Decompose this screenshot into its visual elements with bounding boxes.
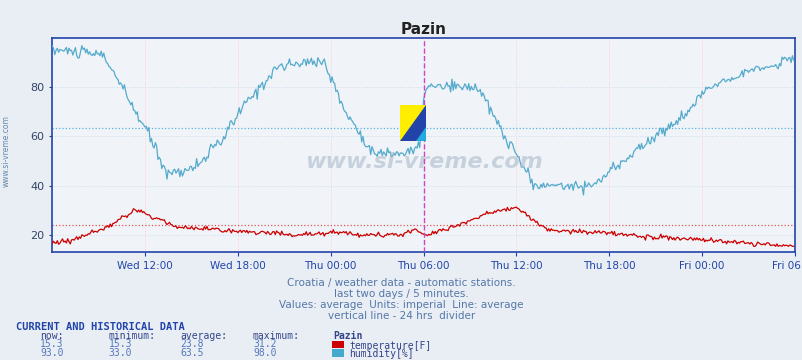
Text: last two days / 5 minutes.: last two days / 5 minutes. xyxy=(334,289,468,299)
Text: Values: average  Units: imperial  Line: average: Values: average Units: imperial Line: av… xyxy=(279,300,523,310)
Text: www.si-vreme.com: www.si-vreme.com xyxy=(304,152,542,172)
Text: Pazin: Pazin xyxy=(333,331,363,341)
Text: 23.8: 23.8 xyxy=(180,339,204,349)
Text: 15.3: 15.3 xyxy=(40,339,63,349)
Title: Pazin: Pazin xyxy=(400,22,446,37)
Text: humidity[%]: humidity[%] xyxy=(349,349,413,359)
Text: CURRENT AND HISTORICAL DATA: CURRENT AND HISTORICAL DATA xyxy=(16,323,184,333)
Text: 15.3: 15.3 xyxy=(108,339,132,349)
Text: now:: now: xyxy=(40,331,63,341)
Text: temperature[F]: temperature[F] xyxy=(349,341,431,351)
Polygon shape xyxy=(415,127,426,141)
Text: average:: average: xyxy=(180,331,228,341)
Text: 93.0: 93.0 xyxy=(40,348,63,358)
Text: vertical line - 24 hrs  divider: vertical line - 24 hrs divider xyxy=(327,311,475,321)
Text: 33.0: 33.0 xyxy=(108,348,132,358)
Text: www.si-vreme.com: www.si-vreme.com xyxy=(2,115,11,187)
Text: 63.5: 63.5 xyxy=(180,348,204,358)
Text: minimum:: minimum: xyxy=(108,331,156,341)
Text: 98.0: 98.0 xyxy=(253,348,276,358)
Text: Croatia / weather data - automatic stations.: Croatia / weather data - automatic stati… xyxy=(287,278,515,288)
Text: 31.2: 31.2 xyxy=(253,339,276,349)
Polygon shape xyxy=(400,105,426,141)
Text: maximum:: maximum: xyxy=(253,331,300,341)
